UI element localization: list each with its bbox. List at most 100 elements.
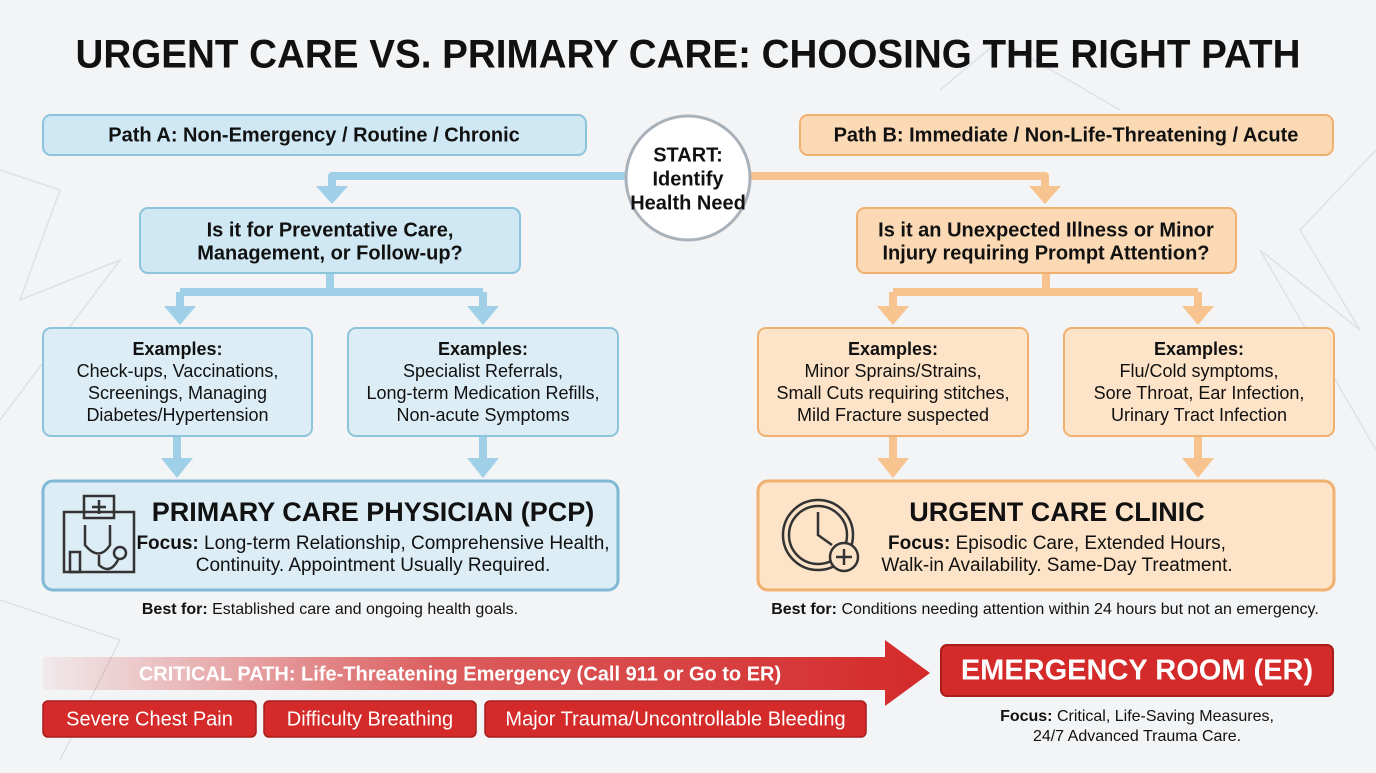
urgent-care-focus: Walk-in Availability. Same-Day Treatment…: [881, 555, 1232, 576]
connector: [889, 273, 1202, 310]
example-heading: Examples:: [438, 339, 528, 359]
example-box: [42, 327, 313, 437]
example-line: Sore Throat, Ear Infection,: [1094, 383, 1305, 403]
network-decoration: [0, 39, 1376, 761]
pcp-box: [41, 479, 620, 592]
urgent-care-box: [756, 479, 1336, 592]
symptom-label: Difficulty Breathing: [287, 708, 453, 730]
start-node: [624, 114, 752, 242]
path-a-question-box: [139, 207, 521, 274]
focus-label: Focus:: [888, 533, 950, 554]
example-heading: Examples:: [1154, 339, 1244, 359]
arrowhead: [1182, 306, 1214, 325]
path-a-arrowheads: [161, 186, 499, 478]
path-b-header-box: [799, 114, 1334, 156]
example-line: Minor Sprains/Strains,: [804, 361, 981, 381]
icon-clock: [781, 498, 855, 572]
path-a-header: Path A: Non-Emergency / Routine / Chroni…: [108, 124, 520, 146]
icon-chestpiece: [112, 545, 128, 561]
icon-door: [68, 550, 82, 574]
example-line: Flu/Cold symptoms,: [1119, 361, 1278, 381]
pcp-icon: [62, 494, 136, 574]
example-heading: Examples:: [132, 339, 222, 359]
example-line: Check-ups, Vaccinations,: [77, 361, 279, 381]
path-b-header: Path B: Immediate / Non-Life-Threatening…: [834, 124, 1299, 146]
decor-line: [939, 39, 1121, 111]
arrowhead: [164, 306, 196, 325]
pcp-title: PRIMARY CARE PHYSICIAN (PCP): [152, 497, 595, 527]
icon-stethoscope: [83, 525, 120, 571]
arrowhead: [1029, 186, 1061, 204]
focus-text: Episodic Care, Extended Hours,: [956, 533, 1226, 554]
example-line: Urinary Tract Infection: [1111, 405, 1287, 425]
arrowhead: [877, 306, 909, 325]
example-line: Long-term Medication Refills,: [366, 383, 599, 403]
symptom-label: Major Trauma/Uncontrollable Bleeding: [505, 708, 845, 730]
example-heading: Examples:: [848, 339, 938, 359]
urgent-care-focus: Focus: Episodic Care, Extended Hours,: [888, 533, 1226, 554]
best-for-label: Best for:: [771, 601, 837, 618]
symptom-box: [42, 700, 257, 738]
er-focus: 24/7 Advanced Trauma Care.: [1033, 728, 1241, 745]
er-box: [940, 644, 1334, 697]
best-for-text: Established care and ongoing health goal…: [212, 601, 518, 618]
symptom-label: Severe Chest Pain: [66, 708, 233, 730]
er-title: EMERGENCY ROOM (ER): [961, 655, 1313, 687]
pcp-focus: Continuity. Appointment Usually Required…: [196, 555, 551, 576]
arrowhead: [467, 458, 499, 478]
arrowhead: [467, 306, 499, 325]
focus-text: Long-term Relationship, Comprehensive He…: [204, 533, 610, 554]
path-a-header-box: [42, 114, 587, 156]
start-line: START:: [653, 144, 723, 166]
example-box: [347, 327, 619, 437]
start-line: Identify: [652, 168, 724, 190]
urgent-care-title: URGENT CARE CLINIC: [909, 497, 1205, 527]
example-line: Mild Fracture suspected: [797, 405, 989, 425]
connector: [176, 273, 487, 310]
arrowhead: [161, 458, 193, 478]
pcp-focus: Focus: Long-term Relationship, Comprehen…: [136, 533, 609, 554]
question-line: Is it for Preventative Care,: [207, 219, 454, 241]
example-line: Screenings, Managing: [88, 383, 267, 403]
icon-plus: [836, 549, 852, 565]
focus-label: Focus:: [136, 533, 198, 554]
critical-banner: CRITICAL PATH: Life-Threatening Emergenc…: [139, 663, 781, 685]
example-box: [757, 327, 1029, 437]
connector: [748, 172, 1049, 190]
icon-hands: [816, 512, 833, 547]
path-b-arrowheads: [877, 186, 1214, 478]
arrowhead: [1182, 458, 1214, 478]
question-line: Injury requiring Prompt Attention?: [882, 242, 1209, 264]
question-line: Is it an Unexpected Illness or Minor: [878, 219, 1214, 241]
example-line: Small Cuts requiring stitches,: [776, 383, 1009, 403]
path-b-question-box: [856, 207, 1237, 274]
path-b-best-for: Best for: Conditions needing attention w…: [771, 601, 1319, 618]
decor-line: [0, 169, 123, 421]
connector: [889, 437, 1202, 462]
critical-arrow: [43, 640, 930, 706]
example-line: Diabetes/Hypertension: [86, 405, 268, 425]
example-line: Specialist Referrals,: [403, 361, 563, 381]
question-line: Management, or Follow-up?: [197, 242, 463, 264]
er-focus: Focus: Critical, Life-Saving Measures,: [1000, 708, 1274, 725]
arrowhead: [877, 458, 909, 478]
focus-label: Focus:: [1000, 708, 1052, 725]
example-line: Non-acute Symptoms: [396, 405, 569, 425]
path-a-connectors: [173, 172, 628, 462]
icon-sign: [82, 494, 116, 520]
icon-cross: [92, 500, 106, 514]
focus-text: Critical, Life-Saving Measures,: [1057, 708, 1274, 725]
symptoms: Severe Chest Pain Difficulty Breathing Maj…: [42, 700, 867, 738]
arrowhead: [316, 186, 348, 204]
symptom-box: [263, 700, 477, 738]
symptom-box: [484, 700, 867, 738]
decor-line: [1259, 149, 1376, 451]
examples: Examples:Check-ups, Vaccinations,Screeni…: [42, 327, 1335, 437]
example-box: [1063, 327, 1335, 437]
best-for-label: Best for:: [142, 601, 208, 618]
path-a-best-for: Best for: Established care and ongoing h…: [142, 601, 518, 618]
connector: [173, 437, 487, 462]
best-for-text: Conditions needing attention within 24 h…: [841, 601, 1318, 618]
